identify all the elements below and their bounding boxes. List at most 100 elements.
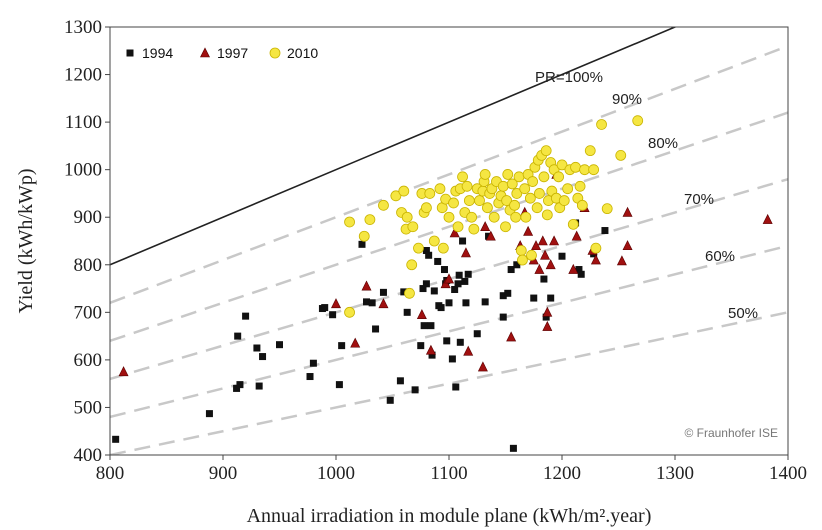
data-point-1994	[259, 353, 267, 361]
x-tick-label: 1000	[317, 463, 355, 484]
data-point-2010	[596, 119, 607, 130]
data-point-2010	[463, 195, 475, 206]
data-point-2010	[468, 223, 480, 235]
data-point-1997	[118, 366, 129, 377]
data-point-2010	[506, 178, 518, 190]
data-point-2010	[541, 209, 553, 221]
data-point-2010	[515, 245, 527, 256]
pr-line-label: 70%	[684, 191, 714, 208]
data-point-1997	[571, 230, 582, 241]
data-point-2010	[420, 202, 432, 214]
data-point-1994	[276, 341, 283, 349]
data-point-1997	[540, 249, 551, 260]
data-point-1994	[437, 304, 445, 312]
pr-line	[110, 311, 788, 455]
data-point-2010	[406, 259, 418, 271]
legend: 1994 1997 2010	[126, 45, 318, 61]
pr-line	[110, 27, 678, 266]
data-point-1994	[379, 288, 387, 296]
data-point-1994	[547, 294, 555, 302]
data-point-1994	[253, 344, 261, 352]
pr-line	[110, 244, 788, 419]
x-tick-label: 1300	[656, 463, 694, 484]
data-point-1994	[205, 410, 213, 418]
data-point-2010	[511, 188, 523, 199]
data-point-1994	[400, 288, 408, 296]
data-point-1994	[454, 280, 462, 288]
data-point-2010	[584, 145, 596, 157]
data-point-2010	[452, 221, 464, 233]
data-point-1994	[368, 299, 376, 307]
data-point-1994	[329, 311, 337, 319]
data-point-2010	[404, 287, 415, 299]
data-point-1994	[417, 342, 425, 350]
y-tick-label: 1000	[64, 160, 102, 181]
data-point-2010	[632, 115, 644, 127]
data-point-1994	[428, 351, 436, 359]
data-point-2010	[488, 211, 500, 223]
data-point-2010	[500, 221, 511, 233]
y-axis-title: Yield (kWh/kWp)	[15, 169, 37, 314]
data-point-1997	[485, 230, 496, 241]
data-point-2010	[424, 188, 436, 199]
data-point-1994	[448, 355, 456, 363]
data-point-1997	[537, 235, 548, 246]
data-point-1994	[335, 381, 343, 389]
data-point-1997	[549, 235, 560, 246]
data-point-1994	[358, 240, 366, 248]
data-point-1994	[540, 275, 548, 283]
data-point-1997	[616, 255, 627, 266]
data-point-2010	[497, 180, 509, 192]
data-point-2010	[527, 176, 539, 187]
data-point-2010	[540, 145, 552, 157]
data-point-1994	[459, 237, 467, 245]
data-point-2010	[457, 171, 468, 183]
pr-line	[110, 44, 788, 304]
data-point-2010	[553, 171, 565, 183]
pr-line-label: PR=100%	[535, 69, 603, 86]
data-point-1997	[568, 263, 579, 274]
data-point-2010	[466, 211, 478, 223]
data-point-1994	[372, 325, 380, 333]
data-point-1997	[590, 254, 601, 265]
legend-label-2010: 2010	[287, 45, 318, 61]
data-point-1994	[427, 322, 435, 330]
pr-line-label: 90%	[612, 91, 642, 108]
data-point-2010	[579, 164, 590, 176]
data-point-2010	[526, 249, 537, 261]
legend-marker-1997	[200, 47, 210, 58]
data-point-2010	[615, 149, 627, 161]
data-point-1994	[306, 373, 314, 381]
data-point-1994	[507, 266, 515, 274]
data-point-1994	[234, 332, 242, 340]
data-point-1994	[309, 359, 317, 367]
data-point-2010	[570, 161, 581, 173]
data-point-2010	[558, 195, 570, 206]
data-point-1994	[481, 298, 489, 306]
data-point-1994	[452, 383, 460, 391]
data-point-1994	[411, 386, 419, 394]
data-point-1997	[477, 361, 488, 372]
legend-label-1997: 1997	[217, 45, 248, 61]
data-point-1994	[112, 435, 120, 443]
data-point-2010	[398, 185, 410, 197]
data-point-2010	[520, 211, 532, 223]
data-point-2010	[567, 218, 579, 230]
data-point-2010	[501, 195, 513, 206]
data-point-1997	[425, 344, 436, 355]
data-point-2010	[531, 202, 543, 214]
data-point-2010	[479, 169, 491, 180]
data-point-2010	[407, 221, 419, 233]
data-point-2010	[390, 190, 402, 202]
data-point-2010	[474, 195, 485, 206]
data-point-1994	[255, 382, 263, 390]
data-point-2010	[517, 254, 528, 266]
data-point-2010	[401, 211, 413, 223]
data-point-2010	[437, 242, 449, 254]
data-point-2010	[364, 214, 376, 226]
data-point-1994	[509, 444, 517, 452]
x-axis-title: Annual irradiation in module plane (kWh/…	[247, 505, 652, 527]
x-tick-label: 1100	[430, 463, 467, 484]
data-point-1994	[451, 286, 459, 294]
data-point-2010	[482, 202, 493, 214]
